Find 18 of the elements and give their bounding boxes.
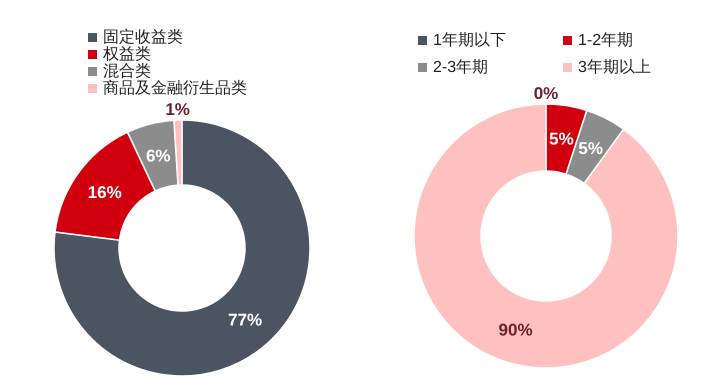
legend-label: 3年期以上 — [578, 58, 651, 76]
data-label: 77% — [228, 310, 262, 330]
legend-label: 混合类 — [103, 62, 151, 80]
data-label: 5% — [578, 139, 604, 158]
data-label: 1% — [165, 100, 190, 120]
data-label: 16% — [88, 182, 122, 202]
data-label: 90% — [498, 320, 533, 340]
text: 0% — [534, 84, 558, 103]
legend-label: 权益类 — [102, 45, 151, 63]
data-label: 5% — [549, 130, 574, 149]
donut-slice — [53, 119, 311, 377]
donut-slice — [413, 103, 679, 369]
data-label: 6% — [146, 146, 171, 166]
legend-label: 固定收益类 — [103, 28, 183, 46]
legend-label: 1年期以下 — [433, 31, 506, 49]
legend-label: 2-3年期 — [433, 58, 488, 76]
legend-label: 1-2年期 — [578, 31, 634, 49]
legend-label: 商品及金融衍生品类 — [103, 79, 247, 97]
